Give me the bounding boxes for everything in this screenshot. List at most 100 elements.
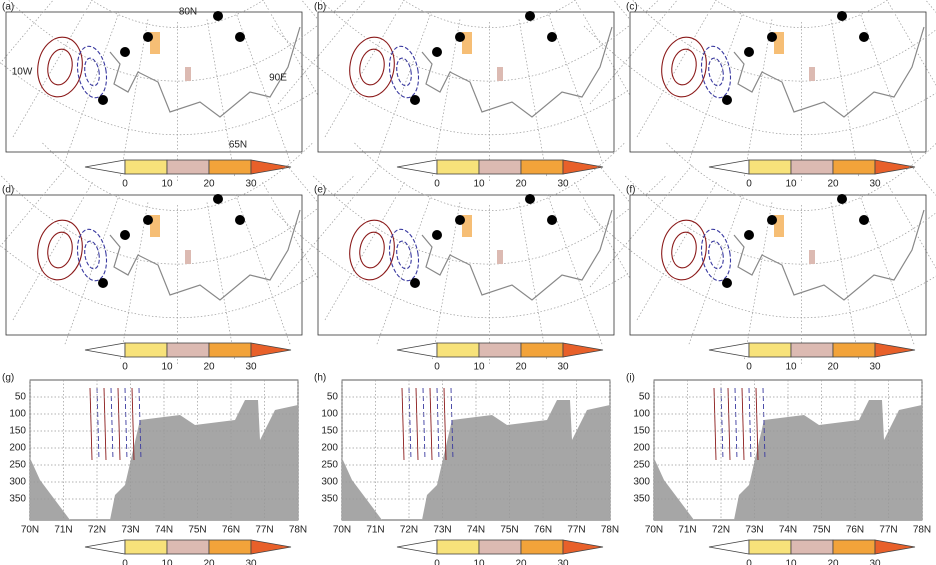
colorbar-tick-label: 30: [869, 179, 881, 190]
meridian: [547, 11, 603, 163]
x-tick-label: 71N: [54, 525, 72, 536]
meridian: [376, 194, 432, 346]
station: [525, 194, 535, 204]
y-tick-label: 150: [321, 426, 338, 437]
station: [143, 32, 153, 42]
contour: [103, 387, 107, 461]
map-label: 10W: [12, 67, 33, 78]
meridian: [119, 202, 149, 361]
y-tick-label: 100: [9, 409, 26, 420]
y-tick-label: 300: [9, 477, 26, 488]
map-label: 90E: [269, 73, 287, 84]
station: [547, 215, 557, 225]
colorbar-segment: [166, 159, 210, 175]
panel-label: (g): [2, 373, 14, 384]
meridian: [324, 182, 405, 321]
contour: [408, 387, 412, 461]
colorbar-tick-label: 0: [746, 559, 752, 565]
x-tick-label: 76N: [534, 525, 552, 536]
meridian: [64, 194, 120, 346]
meridian: [235, 194, 291, 346]
x-tick-label: 74N: [467, 525, 485, 536]
y-tick-label: 200: [633, 443, 650, 454]
x-tick-label: 73N: [745, 525, 763, 536]
colorbar-segment: [478, 539, 522, 555]
contour: [708, 57, 724, 87]
station: [859, 215, 869, 225]
panel-label: (b): [314, 2, 326, 13]
contour: [84, 240, 100, 270]
meridian: [518, 19, 548, 178]
station: [767, 215, 777, 225]
meridian: [206, 19, 236, 178]
colorbar-end: [84, 159, 126, 175]
colorbar-tick-label: 30: [245, 559, 257, 565]
contour: [388, 45, 420, 99]
station: [837, 11, 847, 21]
colorbar-segment: [790, 539, 834, 555]
meridian: [589, 165, 693, 289]
station: [744, 230, 754, 240]
station: [722, 95, 732, 105]
contour: [388, 228, 420, 282]
contour: [110, 387, 114, 461]
colorbar-tick-label: 0: [434, 179, 440, 190]
colorbar-tick-label: 0: [122, 362, 128, 373]
panel-label: (i): [626, 373, 635, 384]
contour: [76, 45, 108, 99]
coastline: [421, 26, 613, 118]
colorbar-end: [396, 342, 438, 358]
colorbar-tick-label: 20: [203, 559, 215, 565]
y-tick-label: 100: [633, 409, 650, 420]
shading: [462, 215, 472, 237]
contour: [700, 45, 732, 99]
contour: [661, 36, 707, 98]
station: [744, 47, 754, 57]
y-tick-label: 50: [15, 392, 27, 403]
colorbar-segment: [436, 342, 480, 358]
colorbar-segment: [790, 159, 834, 175]
station: [98, 278, 108, 288]
x-tick-label: 74N: [155, 525, 173, 536]
y-tick-label: 350: [633, 494, 650, 505]
station: [455, 215, 465, 225]
colorbar-segment: [520, 159, 564, 175]
contour: [37, 219, 83, 281]
shading: [774, 32, 784, 54]
colorbar-tick-label: 20: [827, 179, 839, 190]
colorbar-tick-label: 0: [434, 559, 440, 565]
contour: [429, 387, 433, 461]
y-tick-label: 250: [9, 460, 26, 471]
meridian: [12, 0, 93, 138]
meridian: [743, 202, 773, 361]
station: [432, 47, 442, 57]
colorbar-tick-label: 30: [557, 559, 569, 565]
x-tick-label: 72N: [712, 525, 730, 536]
colorbar-end: [562, 159, 604, 175]
colorbar-segment: [166, 342, 210, 358]
contour: [713, 387, 717, 461]
shading: [150, 32, 160, 54]
colorbar-segment: [832, 159, 876, 175]
colorbar-tick-label: 10: [473, 179, 485, 190]
map-label: 80N: [179, 7, 197, 18]
shading: [809, 250, 815, 264]
meridian: [830, 19, 860, 178]
colorbar-tick-label: 20: [827, 559, 839, 565]
contour: [443, 387, 447, 461]
y-tick-label: 300: [321, 477, 338, 488]
colorbar-segment: [832, 342, 876, 358]
contour: [741, 387, 745, 461]
contour: [84, 57, 100, 87]
parallel: [312, 175, 666, 265]
x-tick-label: 78N: [601, 525, 619, 536]
contour: [450, 387, 454, 461]
contour: [349, 219, 395, 281]
y-tick-label: 200: [9, 443, 26, 454]
meridian: [859, 194, 915, 346]
colorbar-end: [250, 539, 292, 555]
shading: [185, 250, 191, 264]
contour: [720, 387, 724, 461]
contour: [359, 231, 385, 269]
panel-label: (e): [314, 185, 326, 196]
